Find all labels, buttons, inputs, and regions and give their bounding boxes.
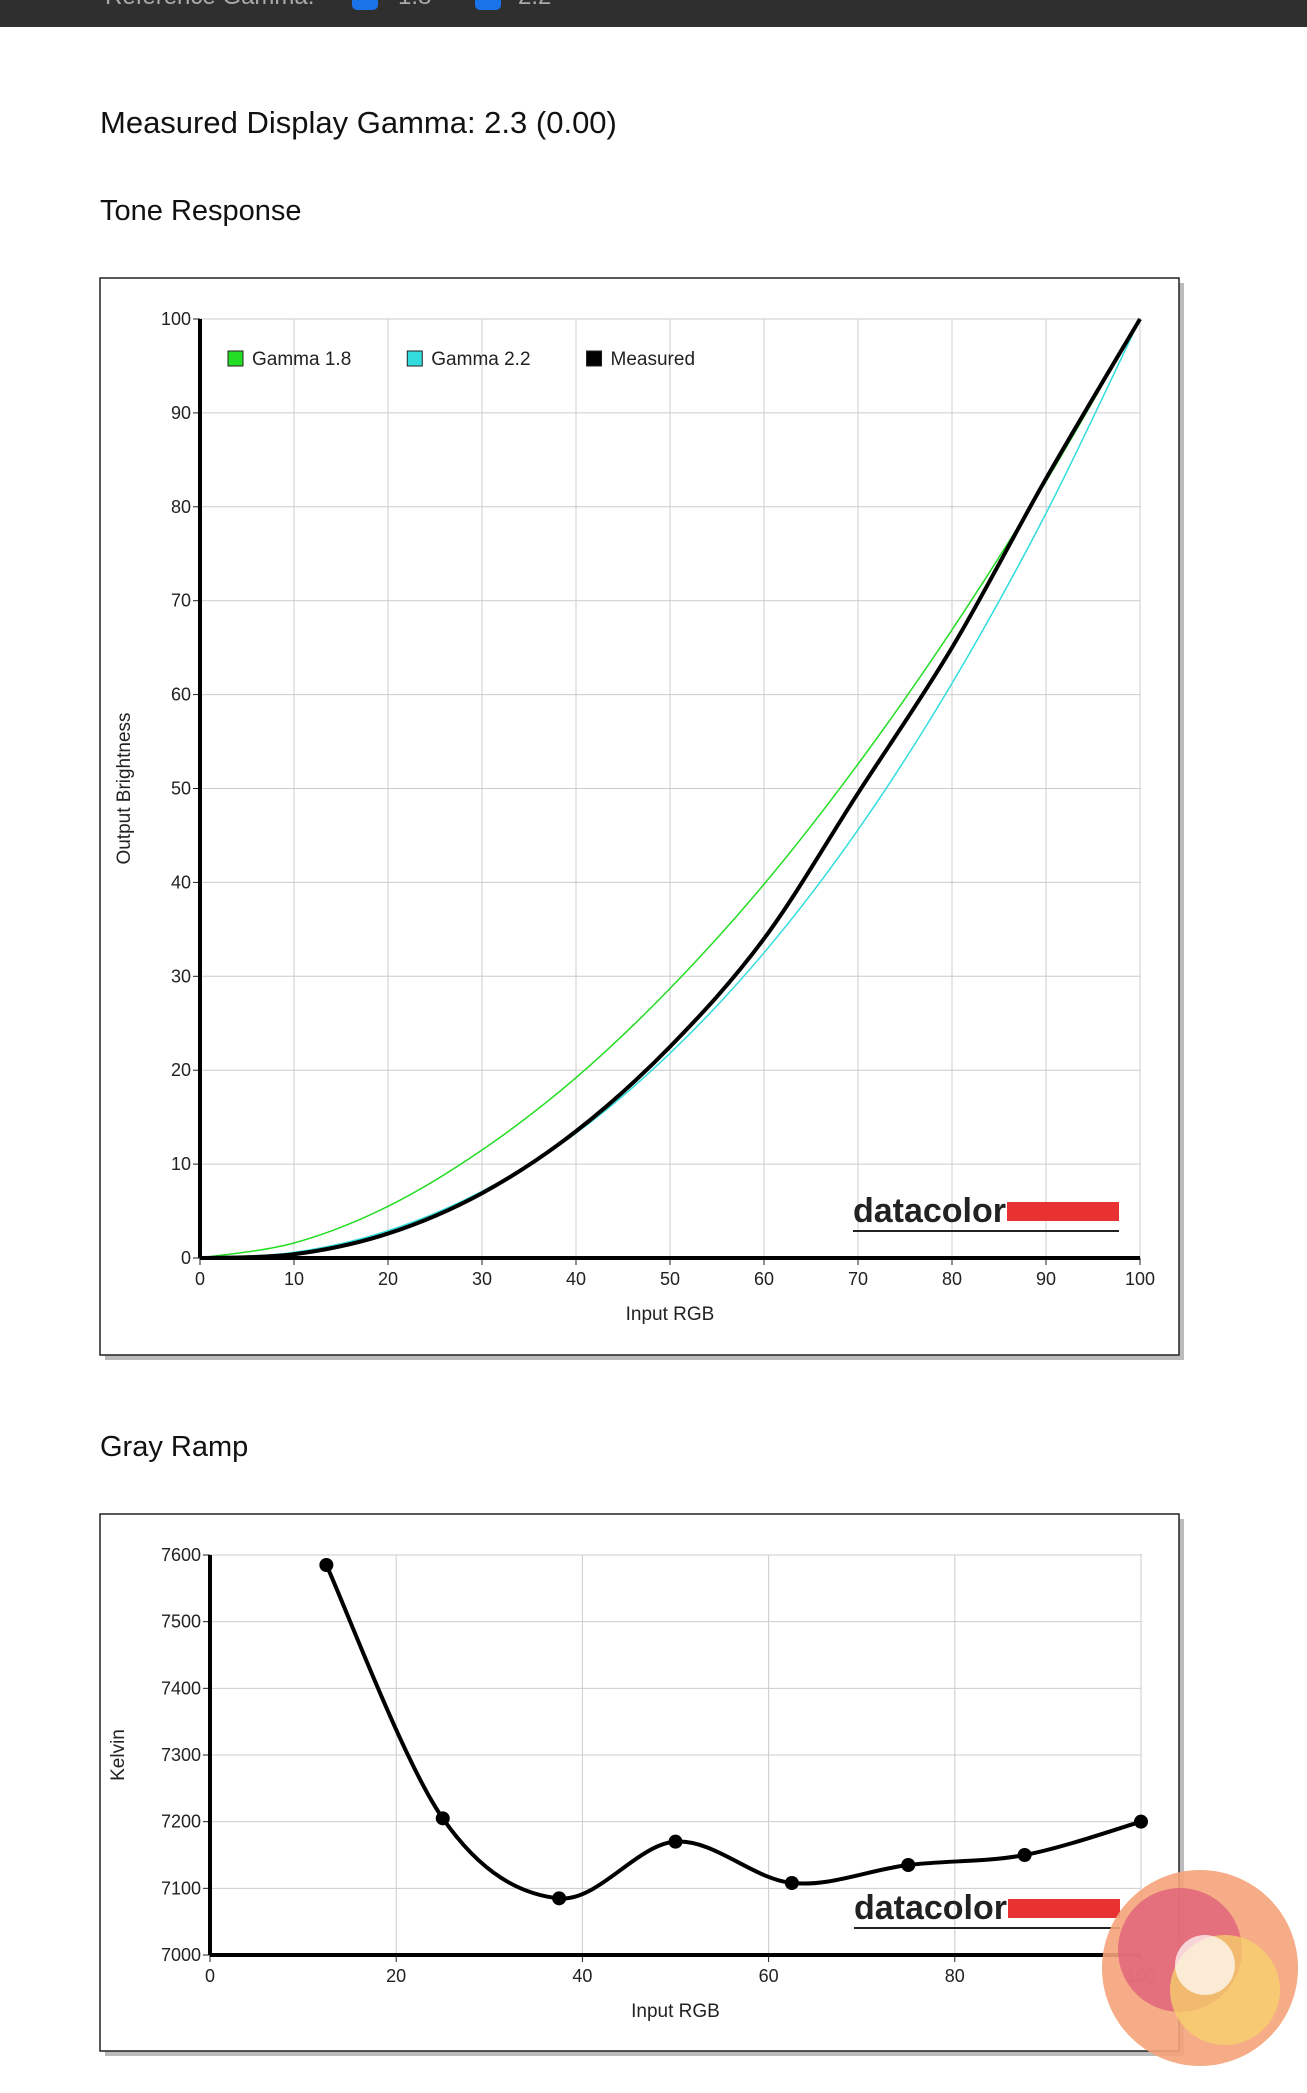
data-point (552, 1891, 567, 1906)
series-line (324, 1564, 1142, 1901)
panel (99, 277, 1180, 1356)
legend-label: Gamma 2.2 (431, 349, 530, 370)
x-tick-label: 20 (378, 1269, 398, 1289)
x-tick-label: 30 (472, 1269, 492, 1289)
x-tick-label: 60 (759, 1966, 779, 1986)
y-axis-label: Kelvin (108, 1729, 129, 1781)
legend-swatch (406, 350, 423, 367)
x-tick-label: 100 (1125, 1269, 1155, 1289)
option-label: 2.2 (518, 0, 551, 10)
watermark: datacolor (853, 1192, 1006, 1230)
y-tick-label: 90 (171, 403, 191, 423)
option-label: 1.8 (398, 0, 431, 10)
x-tick-label: 0 (195, 1269, 205, 1289)
y-tick-label: 80 (171, 497, 191, 517)
y-tick-label: 30 (171, 966, 191, 986)
legend-swatch (227, 350, 244, 367)
y-tick-label: 10 (171, 1154, 191, 1174)
y-tick-label: 0 (181, 1248, 191, 1268)
x-tick-label: 40 (566, 1269, 586, 1289)
y-tick-label: 7600 (161, 1545, 201, 1565)
watermark-bar (1007, 1202, 1119, 1221)
legend-label: Gamma 1.8 (252, 349, 351, 370)
y-tick-label: 7000 (161, 1945, 201, 1965)
data-point (668, 1834, 683, 1849)
top-bar (0, 0, 1307, 27)
y-tick-label: 20 (171, 1060, 191, 1080)
y-tick-label: 7500 (161, 1612, 201, 1632)
legend-swatch (586, 350, 603, 367)
data-point (435, 1811, 450, 1826)
x-axis-label: Input RGB (631, 2001, 720, 2022)
data-point (1134, 1814, 1148, 1829)
y-tick-label: 100 (161, 309, 191, 329)
x-tick-label: 0 (205, 1966, 215, 1986)
reference-label: Reference Gamma: (105, 0, 314, 10)
site-logo (1102, 1870, 1298, 2066)
checkbox[interactable] (475, 0, 501, 10)
checkbox[interactable] (352, 0, 378, 10)
watermark: datacolor (854, 1889, 1007, 1927)
measured-gamma: Measured Display Gamma: 2.3 (0.00) (100, 105, 617, 140)
chart-title: Tone Response (100, 195, 302, 227)
y-tick-label: 7200 (161, 1812, 201, 1832)
data-point (319, 1558, 334, 1572)
y-axis-label: Output Brightness (114, 712, 135, 864)
y-tick-label: 60 (171, 685, 191, 705)
x-tick-label: 50 (660, 1269, 680, 1289)
watermark-bar (1008, 1899, 1120, 1918)
x-tick-label: 80 (945, 1966, 965, 1986)
y-tick-label: 50 (171, 779, 191, 799)
x-tick-label: 60 (754, 1269, 774, 1289)
data-point (784, 1876, 799, 1890)
data-point (1017, 1848, 1032, 1862)
x-tick-label: 80 (942, 1269, 962, 1289)
x-tick-label: 10 (284, 1269, 304, 1289)
y-tick-label: 40 (171, 872, 191, 892)
series-line (199, 318, 1141, 1259)
chart-title: Gray Ramp (100, 1431, 248, 1463)
x-tick-label: 20 (386, 1966, 406, 1986)
y-tick-label: 7400 (161, 1678, 201, 1698)
y-tick-label: 7300 (161, 1745, 201, 1765)
x-axis-label: Input RGB (626, 1304, 715, 1325)
series-line (199, 318, 1141, 1259)
legend-label: Measured (611, 349, 696, 370)
x-tick-label: 40 (572, 1966, 592, 1986)
data-point (901, 1858, 916, 1872)
y-tick-label: 7100 (161, 1878, 201, 1898)
x-tick-label: 90 (1036, 1269, 1056, 1289)
x-tick-label: 70 (848, 1269, 868, 1289)
y-tick-label: 70 (171, 591, 191, 611)
series-line (199, 317, 1142, 1260)
panel (99, 1513, 1180, 2052)
